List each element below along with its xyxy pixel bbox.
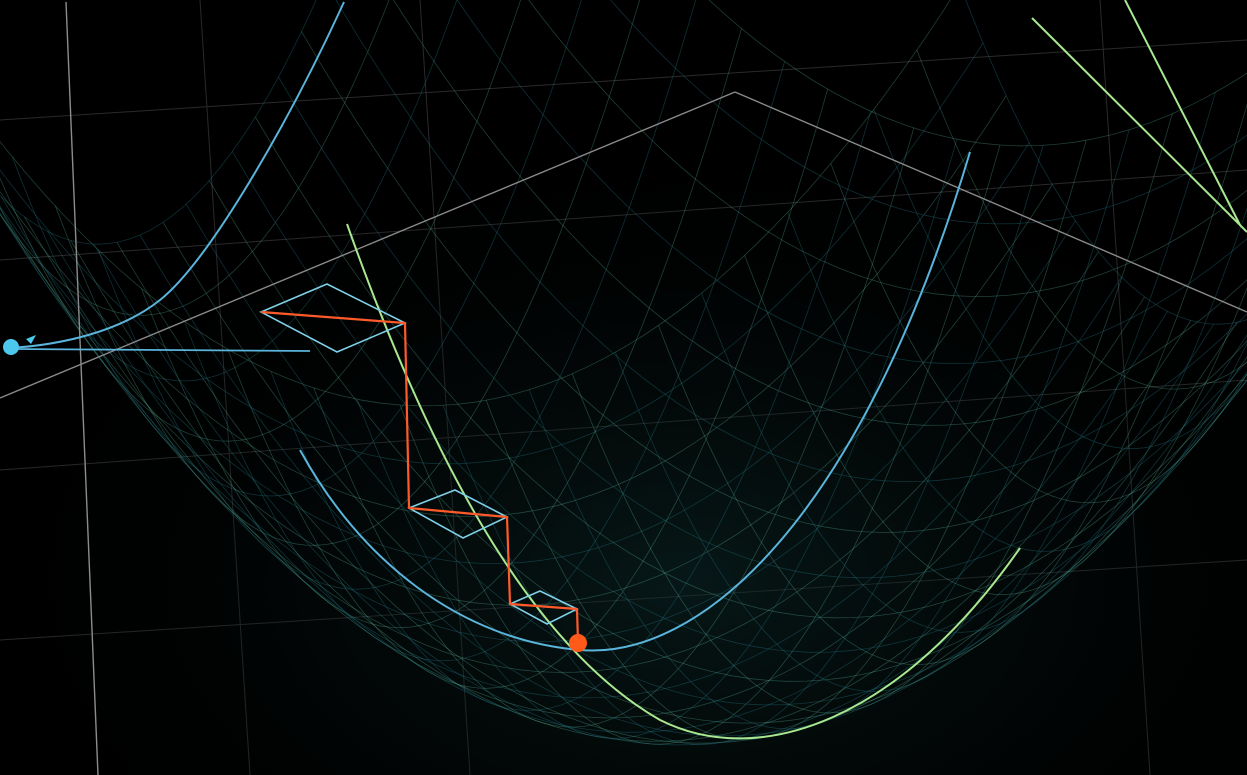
mesh-line	[98, 0, 697, 590]
mesh-line	[0, 0, 458, 382]
mesh-line	[830, 163, 1247, 504]
minimum-point-icon	[569, 634, 587, 652]
mesh-line	[356, 139, 958, 739]
mesh-line	[116, 242, 1238, 744]
mesh-line	[708, 0, 1247, 147]
mesh-line	[227, 88, 829, 689]
mesh-line	[744, 255, 1247, 596]
mesh-line	[0, 95, 1007, 517]
mesh-line	[208, 180, 1247, 682]
mesh-line	[916, 49, 1247, 390]
back-axis-right	[734, 91, 1247, 313]
mesh-line	[24, 216, 1145, 719]
mesh-line	[442, 145, 1044, 745]
mesh-line	[0, 184, 1053, 606]
mesh-line	[0, 0, 522, 442]
mesh-line	[0, 0, 317, 245]
blue-tangent-line	[9, 348, 311, 352]
mesh-line	[231, 151, 1247, 653]
blue-curves	[9, 1, 971, 652]
mesh-line	[0, 0, 951, 407]
mesh-line	[47, 231, 1169, 733]
mesh-line	[615, 92, 1216, 692]
green-line-top-right-a	[1031, 17, 1247, 233]
mesh-line	[141, 28, 742, 629]
descent-path	[260, 310, 580, 644]
mesh-line	[0, 42, 984, 465]
blue-curve-bottom	[299, 151, 971, 652]
start-point-arrow-icon	[26, 335, 36, 344]
mesh-line	[70, 240, 1192, 742]
descent-path-line	[260, 310, 580, 644]
mesh-line	[787, 212, 1247, 552]
mesh-line	[184, 61, 785, 662]
green-line-top-right-b	[1124, 0, 1241, 226]
mesh-line	[162, 222, 1247, 724]
mesh-line	[456, 0, 1247, 365]
mesh-line	[0, 0, 390, 316]
mesh-line	[658, 103, 1247, 666]
mesh-line	[1, 196, 1122, 699]
vertical-axis	[65, 1, 99, 775]
mesh-line	[313, 127, 915, 728]
mesh-line	[0, 207, 1099, 673]
mesh-line	[11, 0, 582, 497]
mesh-line	[873, 109, 1247, 450]
mesh-line	[278, 76, 1247, 579]
green-curves	[346, 0, 1247, 740]
mesh-line	[255, 116, 1247, 619]
mesh-line	[93, 243, 1215, 746]
mesh-line	[185, 203, 1247, 706]
paraboloid-mesh	[0, 0, 1247, 746]
mesh-line	[335, 0, 1247, 483]
mesh-line	[701, 207, 1247, 633]
blue-curve-upper-left	[9, 1, 345, 349]
mesh-line	[301, 31, 1247, 533]
back-axis-left	[0, 91, 736, 399]
mesh-line	[270, 111, 872, 711]
mesh-line	[965, 0, 1247, 325]
points	[3, 335, 587, 652]
start-point-icon	[3, 339, 19, 355]
mesh-line	[610, 0, 1247, 225]
mesh-line	[0, 213, 1076, 643]
mesh-line	[393, 0, 1247, 426]
green-curve-main	[346, 223, 1021, 740]
mesh-line	[485, 140, 1087, 740]
mesh-line	[528, 0, 1247, 297]
mesh-line	[55, 0, 641, 546]
mesh-line	[571, 113, 1173, 714]
